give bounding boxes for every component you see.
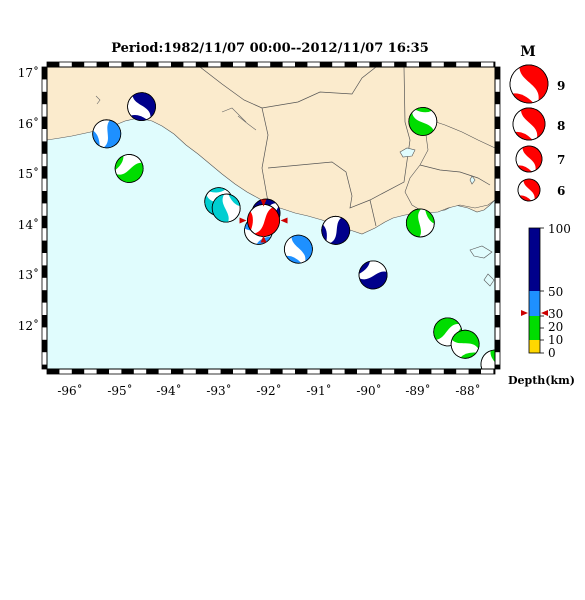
depth-band-shallow <box>529 316 540 340</box>
depth-band-deep <box>529 228 540 291</box>
depth-marker-right-icon <box>541 310 548 316</box>
focal-mechanism <box>405 208 435 238</box>
epicenter-marker-icon <box>239 217 247 224</box>
gulf-of-fonseca <box>469 245 495 287</box>
focal-mechanism <box>358 260 388 290</box>
x-tick-label: -91˚ <box>306 383 331 398</box>
x-tick-label: -93˚ <box>206 383 231 398</box>
focal-mechanism <box>450 329 480 359</box>
x-tick-label: -95˚ <box>107 383 132 398</box>
focal-mechanism <box>211 193 241 223</box>
magnitude-legend-ball <box>517 178 541 202</box>
depth-colorbar: 100 50 30 20 10 0 Depth(km) <box>508 222 575 387</box>
magnitude-legend-title: M <box>520 44 536 60</box>
lake-izabal <box>399 147 416 158</box>
x-tick-label: -94˚ <box>156 383 181 398</box>
magnitude-legend-ball <box>512 107 546 141</box>
depth-tick-50: 50 <box>548 285 563 299</box>
focal-mechanism <box>92 119 122 149</box>
period-title: Period:1982/11/07 00:00--2012/11/07 16:3… <box>111 41 429 56</box>
magnitude-label-6: 6 <box>557 184 565 198</box>
x-tick-label: -90˚ <box>356 383 381 398</box>
epicenter-marker-icon <box>260 199 267 207</box>
x-axis-labels: -96˚ -95˚ -94˚ -93˚ -92˚ -91˚ -90˚ -89˚ … <box>57 383 480 398</box>
magnitude-legend-ball <box>509 64 549 104</box>
focal-mechanism <box>283 234 313 264</box>
focal-mechanism <box>127 92 156 122</box>
focal-mechanism <box>247 204 280 237</box>
y-axis-labels: 17˚ 16˚ 15˚ 14˚ 13˚ 12˚ <box>18 65 39 333</box>
magnitude-label-9: 9 <box>557 79 565 93</box>
depth-tick-30: 30 <box>548 307 563 321</box>
coastal-lagoons <box>95 95 257 131</box>
x-tick-label: -92˚ <box>256 383 281 398</box>
depth-tick-100: 100 <box>548 222 571 236</box>
epicenter-marker-icon <box>260 235 267 243</box>
border-line <box>199 67 377 109</box>
focal-mechanism <box>408 107 438 136</box>
epicenter-marker-icon <box>280 217 288 224</box>
magnitude-legend: M 9 8 7 6 <box>509 44 565 202</box>
y-tick-label: 14˚ <box>18 217 39 232</box>
magnitude-label-7: 7 <box>557 153 565 167</box>
focal-mechanism <box>480 349 495 369</box>
border-line <box>349 67 411 209</box>
y-tick-label: 16˚ <box>18 116 39 131</box>
colorbar-outline <box>528 227 541 354</box>
x-tick-label: -89˚ <box>405 383 430 398</box>
focal-mechanisms-layer <box>92 92 495 369</box>
border-line <box>261 107 269 203</box>
depth-band-intermediate <box>529 291 540 316</box>
border-line <box>369 199 377 227</box>
depth-tick-20: 20 <box>548 320 563 334</box>
magnitude-label-8: 8 <box>557 119 565 133</box>
x-tick-label: -96˚ <box>57 383 82 398</box>
x-tick-label: -88˚ <box>455 383 480 398</box>
y-tick-label: 13˚ <box>18 267 39 282</box>
border-line <box>419 164 491 186</box>
border-line <box>267 161 353 197</box>
magnitude-legend-ball <box>515 145 543 173</box>
depth-tick-0: 0 <box>548 346 556 360</box>
y-tick-label: 15˚ <box>18 166 39 181</box>
map-frame <box>41 61 501 375</box>
depth-band-very-shallow <box>529 340 540 353</box>
lake-yojoa <box>469 175 476 185</box>
depth-axis-label: Depth(km) <box>508 374 575 387</box>
focal-mechanism <box>321 215 351 245</box>
y-tick-label: 12˚ <box>18 318 39 333</box>
depth-marker-left-icon <box>521 310 528 316</box>
focal-mechanism <box>114 154 144 183</box>
y-tick-label: 17˚ <box>18 65 39 80</box>
depth-tick-10: 10 <box>548 333 563 347</box>
